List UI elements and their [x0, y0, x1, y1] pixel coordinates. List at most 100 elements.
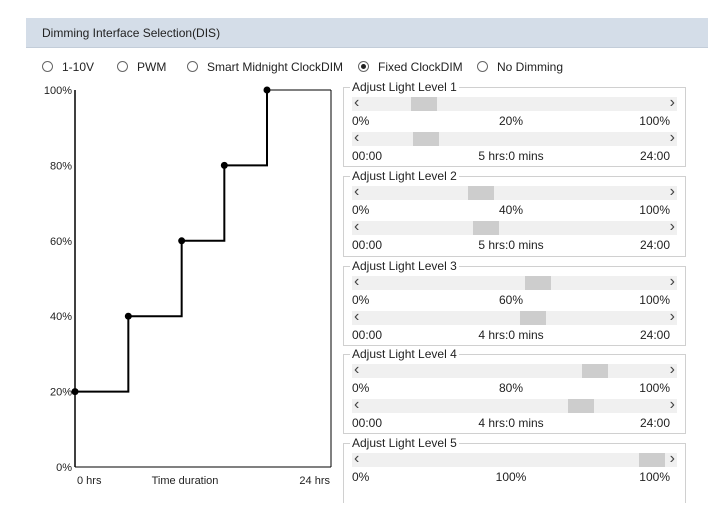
- chevron-right-icon[interactable]: ›: [669, 94, 675, 111]
- chevron-left-icon[interactable]: ‹: [354, 396, 360, 413]
- x-start-label: 0 hrs: [77, 475, 102, 487]
- current-value-label: 80%: [498, 381, 524, 395]
- current-value-label: 20%: [498, 114, 524, 128]
- radio-circle[interactable]: [187, 61, 198, 72]
- chevron-right-icon[interactable]: ›: [669, 361, 675, 378]
- chevron-right-icon[interactable]: ›: [669, 218, 675, 235]
- current-value-label: 60%: [498, 293, 524, 307]
- y-tick-label: 40%: [50, 311, 72, 323]
- chevron-right-icon[interactable]: ›: [669, 396, 675, 413]
- time-slider[interactable]: ‹ ›: [352, 218, 677, 235]
- range-min-label: 00:00: [352, 328, 383, 342]
- level-slider[interactable]: ‹ ›: [352, 273, 677, 290]
- range-min-label: 00:00: [352, 149, 383, 163]
- current-value-label: 40%: [498, 203, 524, 217]
- level-slider[interactable]: ‹ ›: [352, 450, 677, 467]
- chevron-left-icon[interactable]: ‹: [354, 218, 360, 235]
- level-slider[interactable]: ‹ ›: [352, 94, 677, 111]
- chevron-left-icon[interactable]: ‹: [354, 94, 360, 111]
- range-max-label: 24:00: [639, 238, 670, 252]
- range-min-label: 0%: [352, 381, 370, 395]
- chevron-right-icon[interactable]: ›: [669, 183, 675, 200]
- chevron-right-icon[interactable]: ›: [669, 273, 675, 290]
- range-max-label: 100%: [639, 470, 670, 484]
- current-value-label: 5 hrs:0 mins: [478, 238, 544, 252]
- data-point: [220, 161, 228, 169]
- chevron-left-icon[interactable]: ‹: [354, 361, 360, 378]
- time-slider[interactable]: ‹ ›: [352, 396, 677, 413]
- slider-thumb[interactable]: [411, 97, 437, 111]
- range-max-label: 100%: [639, 114, 670, 128]
- chevron-right-icon[interactable]: ›: [669, 308, 675, 325]
- mode-label: PWM: [137, 60, 167, 74]
- range-min-label: 0%: [352, 293, 370, 307]
- slider-thumb[interactable]: [582, 364, 608, 378]
- mode-label: Fixed ClockDIM: [378, 60, 463, 74]
- light-level-panel-4: Adjust Light Level 4 ‹ › 0% 80% 100% ‹ › 00:00 4 …: [343, 347, 686, 434]
- radio-circle[interactable]: [117, 61, 128, 72]
- current-value-label: 4 hrs:0 mins: [478, 416, 544, 430]
- range-min-label: 00:00: [352, 416, 383, 430]
- range-max-label: 100%: [639, 293, 670, 307]
- radio-circle[interactable]: [477, 61, 488, 72]
- panel-title: Adjust Light Level 3: [350, 259, 459, 273]
- range-min-label: 00:00: [352, 238, 383, 252]
- dimming-profile-chart: 100% 80% 60% 40% 20% 0% 0 hrs Time duration 24 h…: [44, 85, 332, 487]
- range-min-label: 0%: [352, 470, 370, 484]
- slider-thumb[interactable]: [413, 132, 440, 146]
- slider-thumb[interactable]: [472, 221, 499, 235]
- time-slider[interactable]: ‹ ›: [352, 129, 677, 146]
- panel-title: Adjust Light Level 5: [350, 436, 459, 450]
- level-slider[interactable]: ‹ ›: [352, 183, 677, 200]
- light-level-panel-1: Adjust Light Level 1 ‹ › 0% 20% 100% ‹ › 00:00 5 …: [343, 80, 686, 167]
- panel-title: Adjust Light Level 2: [350, 169, 459, 183]
- range-max-label: 24:00: [639, 416, 670, 430]
- y-tick-label: 80%: [50, 160, 72, 172]
- slider-thumb[interactable]: [639, 453, 665, 467]
- mode-label: Smart Midnight ClockDIM: [207, 60, 344, 74]
- panel-title: Adjust Light Level 1: [350, 80, 459, 94]
- y-tick-label: 0%: [56, 462, 72, 474]
- chevron-right-icon[interactable]: ›: [669, 129, 675, 146]
- range-max-label: 100%: [639, 381, 670, 395]
- range-max-label: 24:00: [639, 149, 670, 163]
- slider-thumb[interactable]: [520, 311, 547, 325]
- chevron-left-icon[interactable]: ‹: [354, 273, 360, 290]
- slider-thumb[interactable]: [468, 186, 494, 200]
- mode-label: 1-10V: [62, 60, 95, 74]
- mode-label: No Dimming: [497, 60, 564, 74]
- range-max-label: 100%: [639, 203, 670, 217]
- radio-circle[interactable]: [42, 61, 53, 72]
- data-point: [263, 86, 271, 94]
- slider-thumb[interactable]: [525, 276, 551, 290]
- y-tick-label: 20%: [50, 387, 72, 399]
- light-level-panel-5: Adjust Light Level 5 ‹ › 0% 100% 100%: [343, 436, 686, 503]
- data-point: [178, 237, 186, 245]
- y-tick-label: 100%: [44, 85, 72, 97]
- chevron-right-icon[interactable]: ›: [669, 450, 675, 467]
- range-min-label: 0%: [352, 114, 370, 128]
- x-end-label: 24 hrs: [299, 475, 330, 487]
- range-min-label: 0%: [352, 203, 370, 217]
- current-value-label: 4 hrs:0 mins: [478, 328, 544, 342]
- chevron-left-icon[interactable]: ‹: [354, 308, 360, 325]
- radio-circle[interactable]: [358, 61, 369, 72]
- y-tick-label: 60%: [50, 236, 72, 248]
- slider-thumb[interactable]: [567, 399, 594, 413]
- panel-title: Adjust Light Level 4: [350, 347, 459, 361]
- current-value-label: 100%: [495, 470, 527, 484]
- x-axis-label: Time duration: [152, 475, 219, 487]
- chevron-left-icon[interactable]: ‹: [354, 129, 360, 146]
- chevron-left-icon[interactable]: ‹: [354, 183, 360, 200]
- dimming-step-line: [75, 90, 268, 393]
- light-level-panel-3: Adjust Light Level 3 ‹ › 0% 60% 100% ‹ › 00:00 4 …: [343, 259, 686, 346]
- section-title: Dimming Interface Selection(DIS): [42, 26, 221, 40]
- range-max-label: 24:00: [639, 328, 670, 342]
- data-point: [124, 312, 132, 320]
- light-level-panel-2: Adjust Light Level 2 ‹ › 0% 40% 100% ‹ › 00:00 5 …: [343, 169, 686, 257]
- time-slider[interactable]: ‹ ›: [352, 308, 677, 325]
- section-header: Dimming Interface Selection(DIS): [26, 18, 708, 48]
- current-value-label: 5 hrs:0 mins: [478, 149, 544, 163]
- level-slider[interactable]: ‹ ›: [352, 361, 677, 378]
- chevron-left-icon[interactable]: ‹: [354, 450, 360, 467]
